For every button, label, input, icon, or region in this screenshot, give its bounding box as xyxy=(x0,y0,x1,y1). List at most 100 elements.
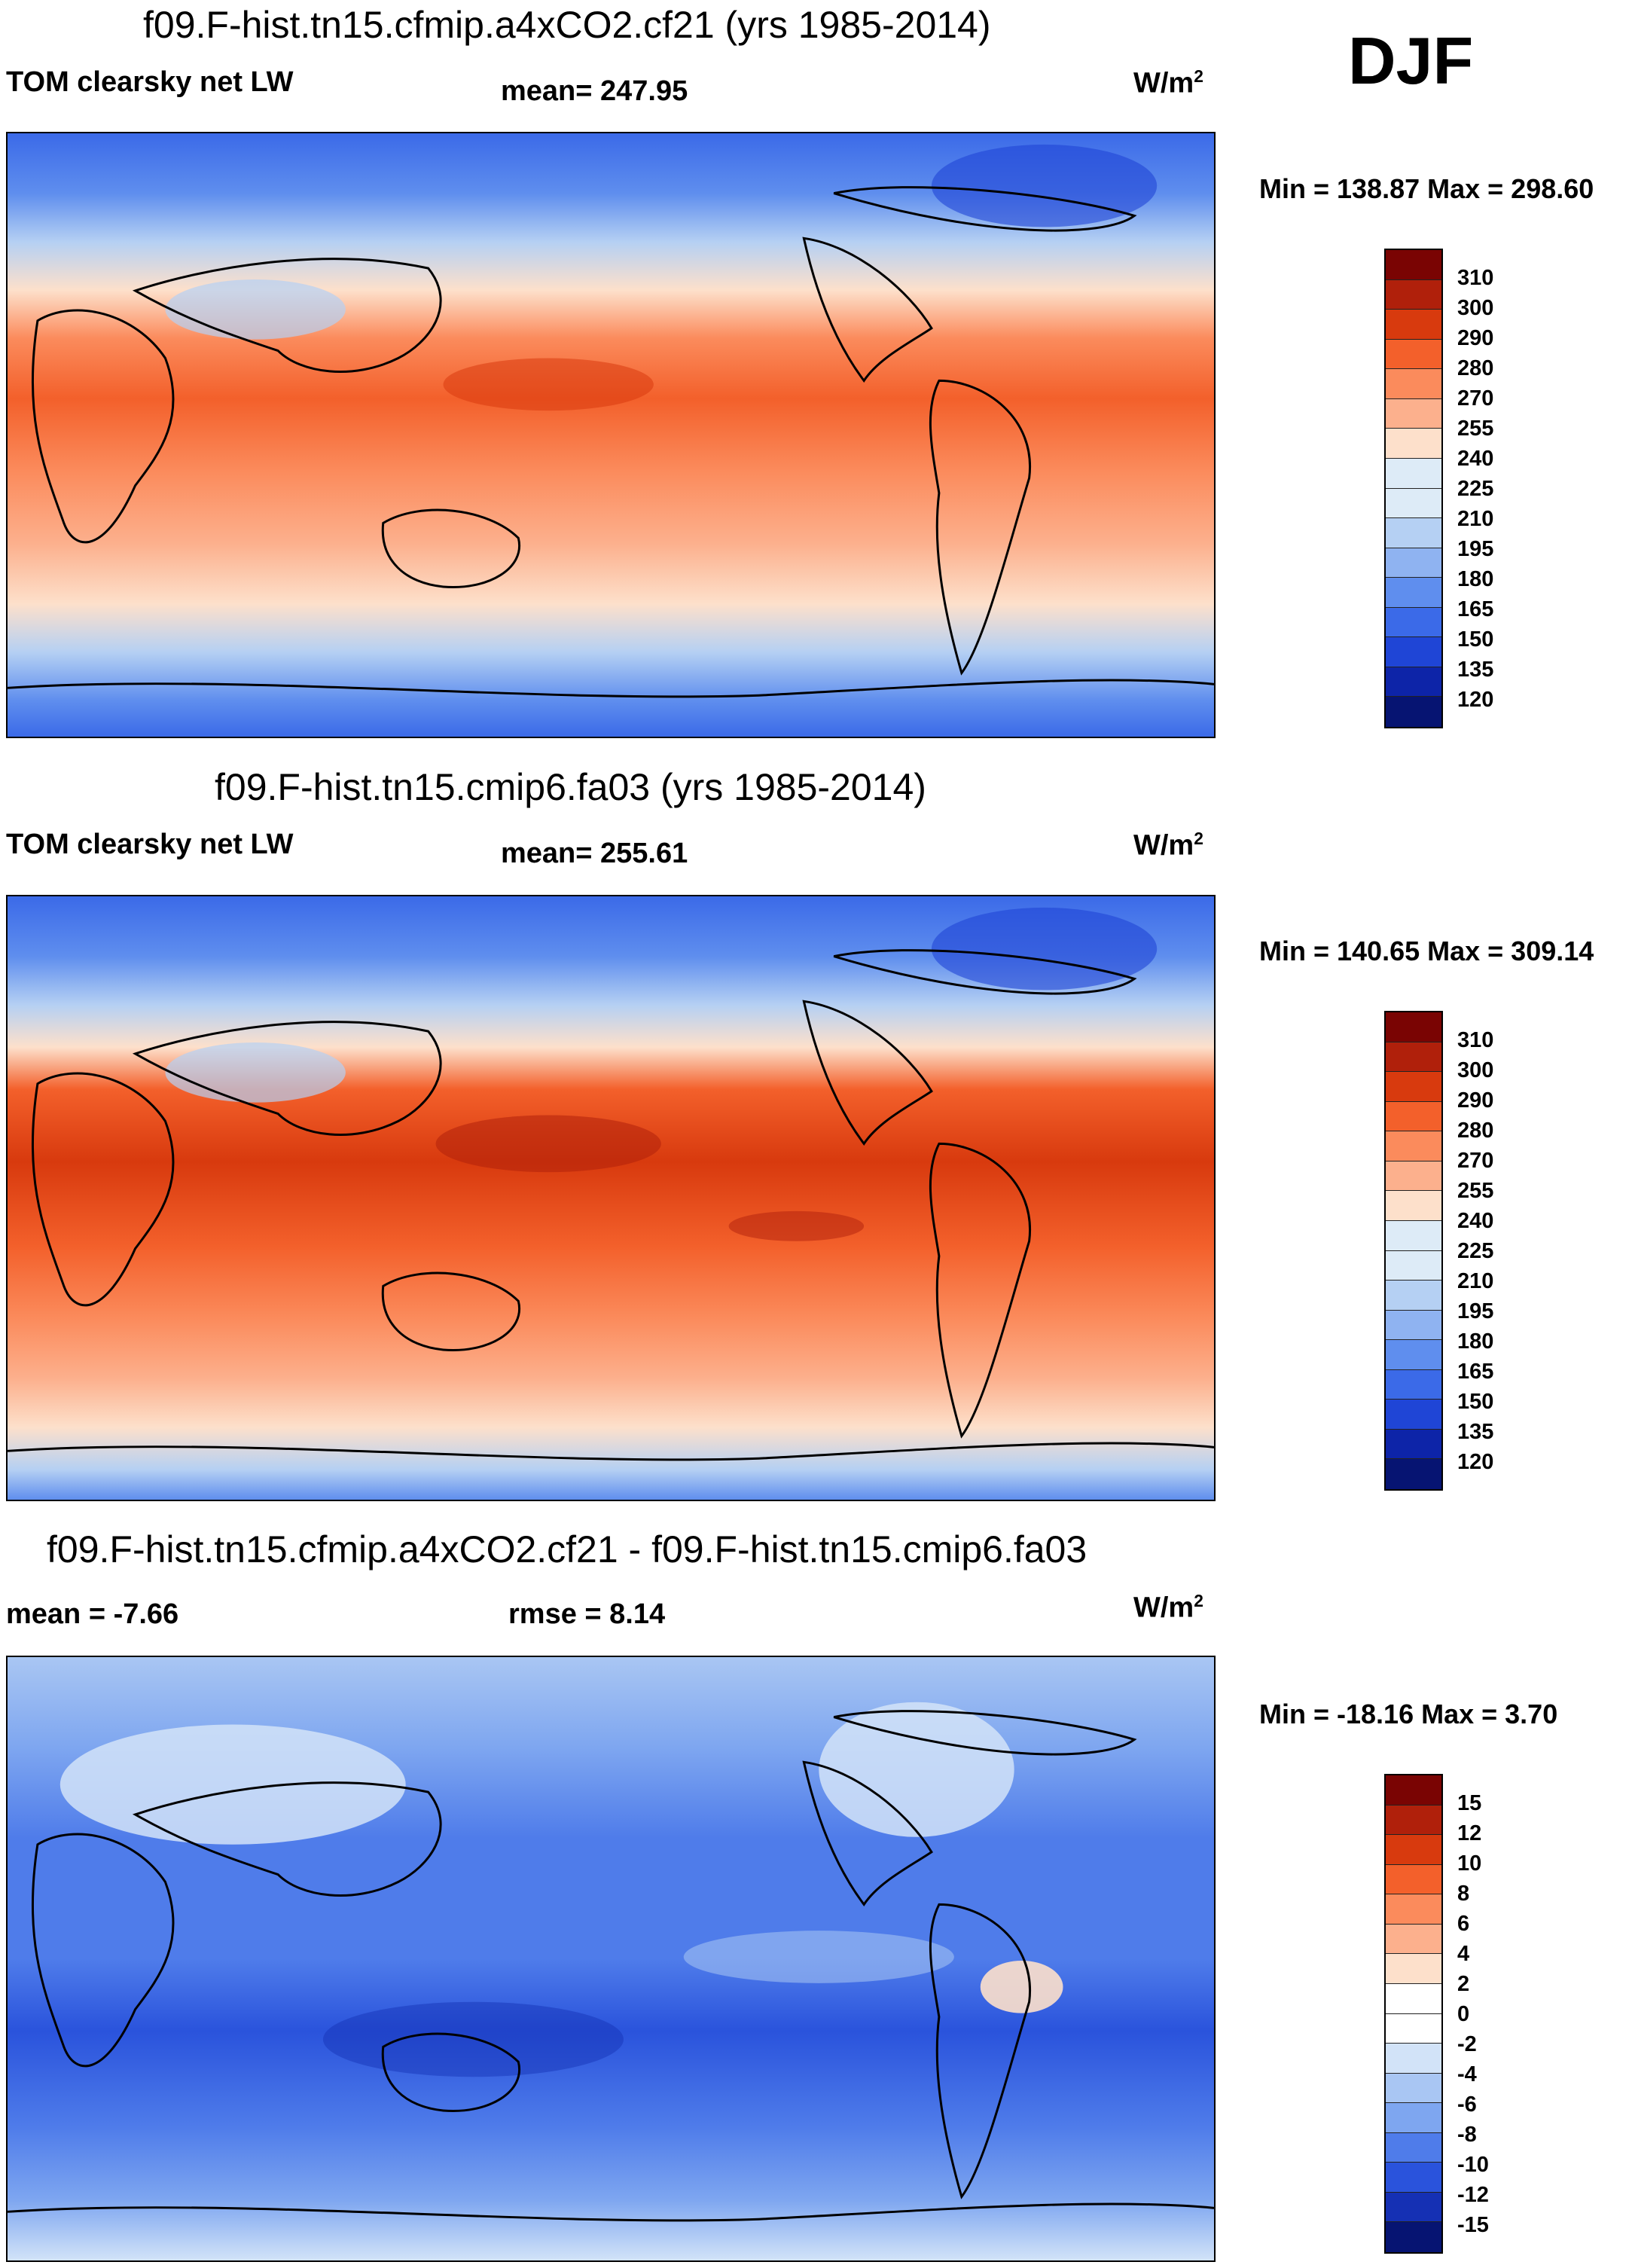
colorbar-tick: 180 xyxy=(1457,567,1494,591)
colorbar-tick: 120 xyxy=(1457,688,1494,712)
panel-1-map xyxy=(6,132,1216,738)
colorbar-tick: -12 xyxy=(1457,2183,1489,2207)
colorbar-swatch xyxy=(1386,1072,1441,1102)
colorbar-swatch xyxy=(1386,637,1441,667)
colorbar-tick: 240 xyxy=(1457,447,1494,471)
colorbar-tick: 210 xyxy=(1457,507,1494,531)
colorbar-swatch xyxy=(1386,518,1441,548)
colorbar-swatch xyxy=(1386,1369,1441,1400)
colorbar-swatch xyxy=(1386,607,1441,638)
colorbar-swatch xyxy=(1386,1250,1441,1281)
colorbar-tick: 270 xyxy=(1457,1149,1494,1173)
colorbar-tick: 270 xyxy=(1457,386,1494,411)
colorbar-tick: 255 xyxy=(1457,417,1494,441)
panel-2-units: W/m2 xyxy=(1133,829,1203,862)
colorbar-swatch xyxy=(1386,2013,1441,2044)
colorbar-tick: 12 xyxy=(1457,1821,1482,1845)
colorbar-swatch xyxy=(1386,1835,1441,1865)
colorbar-tick: -8 xyxy=(1457,2123,1477,2147)
colorbar-swatch xyxy=(1386,1281,1441,1311)
colorbar-tick: 300 xyxy=(1457,1058,1494,1082)
colorbar-swatch xyxy=(1386,369,1441,399)
colorbar-swatch xyxy=(1386,2163,1441,2193)
colorbar-swatch xyxy=(1386,697,1441,727)
panel-1-title: f09.F-hist.tn15.cfmip.a4xCO2.cf21 (yrs 1… xyxy=(143,4,991,46)
colorbar-tick: 4 xyxy=(1457,1942,1470,1966)
colorbar-tick: 290 xyxy=(1457,1088,1494,1113)
panel-2-variable-label: TOM clearsky net LW xyxy=(6,829,294,860)
colorbar-swatch xyxy=(1386,1042,1441,1073)
panel-3-minmax: Min = -18.16 Max = 3.70 xyxy=(1259,1699,1558,1729)
colorbar-tick: -2 xyxy=(1457,2032,1477,2056)
colorbar-swatch xyxy=(1386,458,1441,489)
colorbar-swatch xyxy=(1386,1101,1441,1132)
colorbar-tick: 15 xyxy=(1457,1791,1482,1815)
colorbar-tick: 225 xyxy=(1457,1239,1494,1263)
colorbar-swatch xyxy=(1386,2073,1441,2104)
colorbar-swatch xyxy=(1386,667,1441,697)
colorbar-swatch xyxy=(1386,1924,1441,1955)
colorbar-tick: 165 xyxy=(1457,597,1494,621)
colorbar-swatch xyxy=(1386,1805,1441,1836)
colorbar-swatch xyxy=(1386,1400,1441,1430)
colorbar-swatch xyxy=(1386,488,1441,519)
colorbar-tick: 300 xyxy=(1457,296,1494,320)
panel-1-minmax: Min = 138.87 Max = 298.60 xyxy=(1259,173,1594,204)
colorbar-swatch xyxy=(1386,1012,1441,1042)
panel-2-minmax: Min = 140.65 Max = 309.14 xyxy=(1259,936,1594,966)
colorbar-tick: 195 xyxy=(1457,537,1494,561)
colorbar-swatch xyxy=(1386,398,1441,429)
colorbar-swatch xyxy=(1386,1161,1441,1192)
colorbar-tick: -15 xyxy=(1457,2213,1489,2237)
colorbar-swatch xyxy=(1386,1459,1441,1489)
colorbar-tick: 165 xyxy=(1457,1360,1494,1384)
colorbar-tick: -4 xyxy=(1457,2062,1477,2086)
colorbar-tick: 240 xyxy=(1457,1209,1494,1233)
colorbar-swatch xyxy=(1386,1310,1441,1341)
colorbar-swatch xyxy=(1386,339,1441,370)
colorbar-swatch xyxy=(1386,1983,1441,2014)
colorbar-swatch xyxy=(1386,2222,1441,2252)
colorbar-tick: 135 xyxy=(1457,658,1494,682)
colorbar-swatch xyxy=(1386,1131,1441,1161)
colorbar-tick: 255 xyxy=(1457,1179,1494,1203)
colorbar-swatch xyxy=(1386,1864,1441,1895)
colorbar-swatch xyxy=(1386,1954,1441,1984)
panel-2-mean: mean= 255.61 xyxy=(501,838,688,869)
colorbar-tick: 225 xyxy=(1457,477,1494,501)
panel-3-units: W/m2 xyxy=(1133,1591,1203,1624)
colorbar-swatch xyxy=(1386,1191,1441,1221)
colorbar-tick: 310 xyxy=(1457,266,1494,290)
colorbar-swatch xyxy=(1386,310,1441,340)
panel-1-colorbar xyxy=(1384,249,1443,728)
colorbar-tick: 10 xyxy=(1457,1851,1482,1876)
colorbar-swatch xyxy=(1386,2103,1441,2133)
panel-3-rmse: rmse = 8.14 xyxy=(508,1598,666,1630)
colorbar-tick: 8 xyxy=(1457,1882,1470,1906)
panel-2-map xyxy=(6,895,1216,1501)
panel-3-mean: mean = -7.66 xyxy=(6,1598,179,1630)
colorbar-tick: 210 xyxy=(1457,1269,1494,1293)
colorbar-swatch xyxy=(1386,548,1441,578)
colorbar-swatch xyxy=(1386,1894,1441,1925)
colorbar-swatch xyxy=(1386,2132,1441,2163)
colorbar-swatch xyxy=(1386,578,1441,608)
panel-1-units: W/m2 xyxy=(1133,66,1203,99)
colorbar-tick: 135 xyxy=(1457,1420,1494,1444)
colorbar-tick: 150 xyxy=(1457,627,1494,652)
colorbar-tick: 195 xyxy=(1457,1299,1494,1323)
colorbar-tick: -10 xyxy=(1457,2153,1489,2177)
colorbar-swatch xyxy=(1386,429,1441,459)
season-label: DJF xyxy=(1348,23,1474,98)
colorbar-swatch xyxy=(1386,279,1441,310)
colorbar-tick: 120 xyxy=(1457,1450,1494,1474)
panel-3-title: f09.F-hist.tn15.cfmip.a4xCO2.cf21 - f09.… xyxy=(47,1528,1087,1571)
colorbar-tick: 280 xyxy=(1457,356,1494,380)
colorbar-swatch xyxy=(1386,1775,1441,1806)
panel-1-variable-label: TOM clearsky net LW xyxy=(6,66,294,98)
panel-3-colorbar xyxy=(1384,1774,1443,2254)
panel-3-map xyxy=(6,1656,1216,2262)
colorbar-tick: 6 xyxy=(1457,1912,1470,1936)
panel-2-colorbar xyxy=(1384,1011,1443,1491)
colorbar-tick: 2 xyxy=(1457,1972,1470,1996)
